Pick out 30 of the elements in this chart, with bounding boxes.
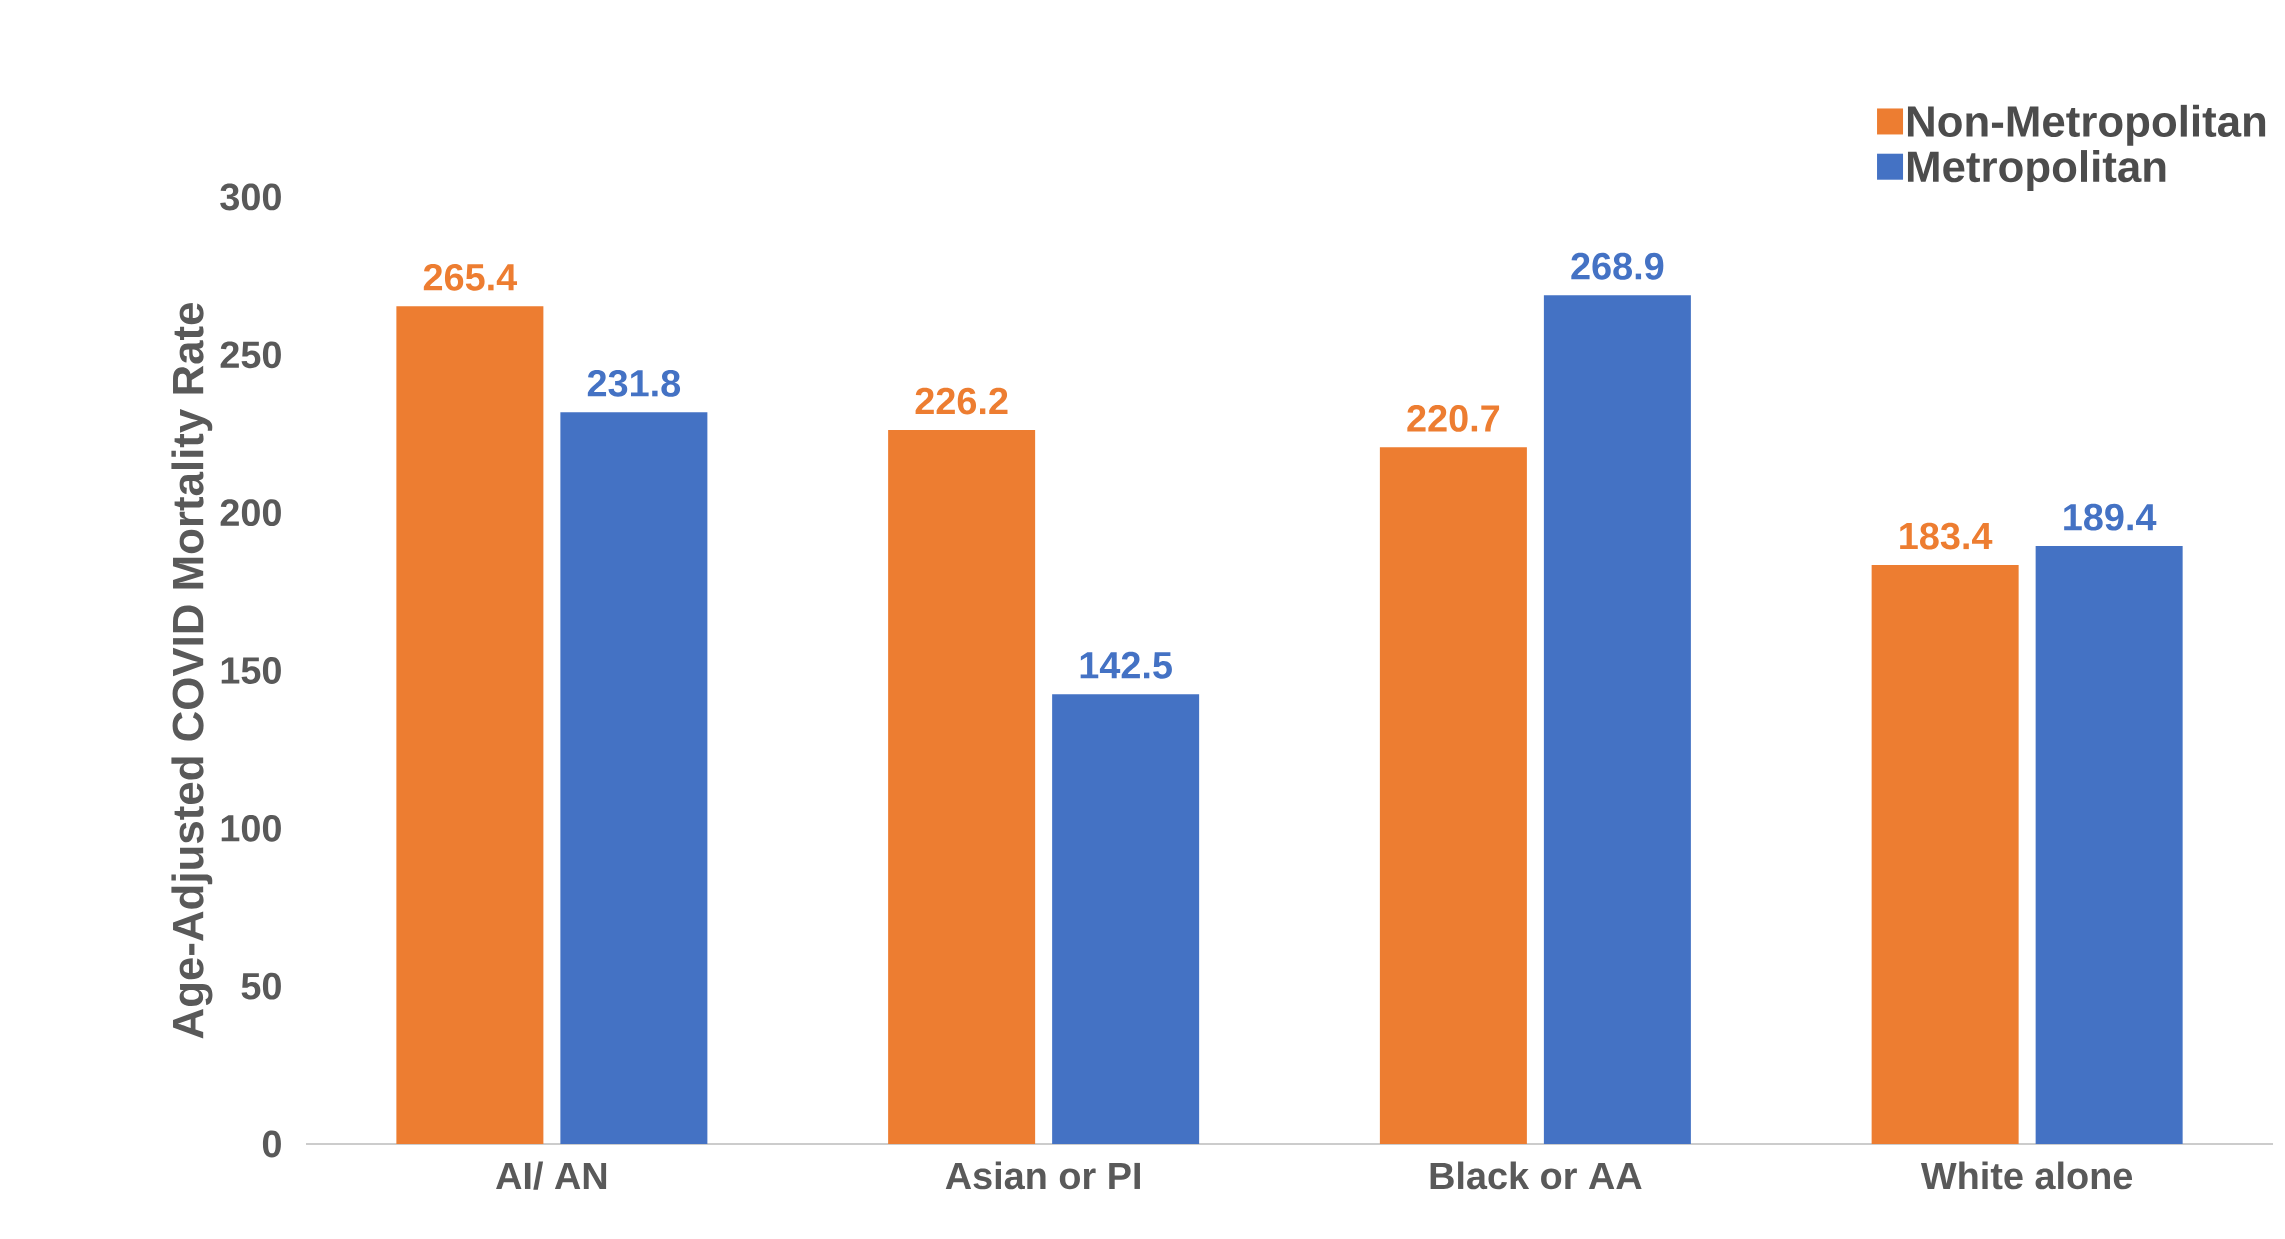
y-tick-label: 300 xyxy=(220,183,281,211)
bar xyxy=(560,412,708,1144)
data-label: 268.9 xyxy=(1571,252,1664,280)
data-label: 142.5 xyxy=(1080,651,1172,679)
bar xyxy=(2035,546,2183,1144)
legend-label: Metropolitan xyxy=(1907,150,2166,191)
y-tick-label: 250 xyxy=(220,341,281,369)
data-label: 183.4 xyxy=(1900,522,1993,550)
y-tick-label: 200 xyxy=(220,499,281,527)
y-axis-title: Age-Adjusted COVID Mortality Rate xyxy=(171,303,213,1039)
data-label: 189.4 xyxy=(2064,503,2157,531)
x-tick-label: Asian or PI xyxy=(945,1161,1140,1190)
legend-label: Non-Metropolitan xyxy=(1907,104,2266,146)
bar xyxy=(1052,694,1200,1144)
bar xyxy=(396,306,544,1144)
data-label: 220.7 xyxy=(1407,404,1500,432)
y-tick-label: 150 xyxy=(221,657,281,684)
bar xyxy=(1543,295,1691,1144)
bar xyxy=(1871,565,2019,1144)
data-label: 226.2 xyxy=(915,387,1008,415)
data-label: 265.4 xyxy=(423,263,518,291)
y-tick-label: 100 xyxy=(221,814,281,842)
x-tick-label: White alone xyxy=(1920,1161,2133,1190)
data-label: 231.8 xyxy=(587,369,681,397)
x-tick-label: AI/ AN xyxy=(496,1161,607,1190)
y-tick-label: 0 xyxy=(262,1130,281,1158)
bar xyxy=(1379,447,1527,1144)
y-tick-label: 50 xyxy=(241,972,281,1000)
x-tick-label: Black or AA xyxy=(1430,1161,1642,1190)
bar xyxy=(888,429,1036,1144)
